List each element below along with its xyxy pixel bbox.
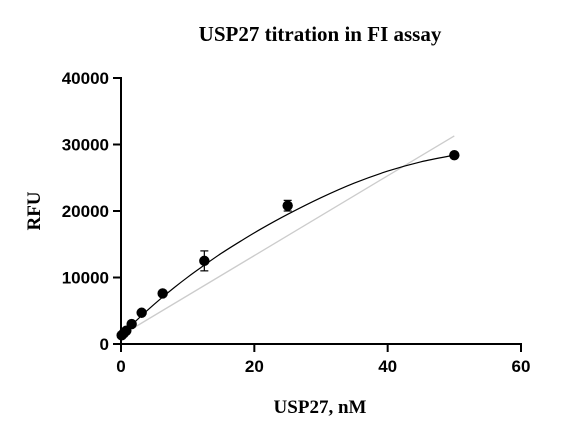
data-point bbox=[136, 307, 147, 318]
data-point bbox=[282, 199, 293, 212]
data-point bbox=[126, 318, 137, 330]
data-point bbox=[449, 149, 460, 161]
data-point-marker bbox=[126, 318, 137, 330]
x-tick-label: 20 bbox=[245, 357, 264, 376]
x-tick-label: 40 bbox=[378, 357, 397, 376]
data-point-marker bbox=[282, 200, 293, 211]
fit-curve bbox=[120, 154, 455, 336]
data-point-marker bbox=[199, 255, 210, 267]
data-point-marker bbox=[449, 149, 460, 161]
x-tick-label: 60 bbox=[512, 357, 531, 376]
y-tick-label: 30000 bbox=[62, 136, 109, 155]
data-point-marker bbox=[157, 288, 168, 299]
y-tick-label: 20000 bbox=[62, 202, 109, 221]
chart-title: USP27 titration in FI assay bbox=[199, 22, 442, 46]
y-tick-label: 0 bbox=[100, 335, 109, 354]
x-tick-label: 0 bbox=[116, 357, 125, 376]
data-point-marker bbox=[136, 307, 147, 318]
y-axis-label: RFU bbox=[24, 191, 45, 230]
x-axis-label: USP27, nM bbox=[274, 397, 367, 418]
y-tick-label: 10000 bbox=[62, 269, 109, 288]
data-point bbox=[157, 288, 168, 299]
linear-reference-line bbox=[120, 135, 455, 336]
y-tick-label: 40000 bbox=[62, 69, 109, 88]
data-point bbox=[199, 250, 210, 272]
plot-area: 0 10000 20000 30000 40000 0 20 40 60 bbox=[62, 69, 531, 376]
